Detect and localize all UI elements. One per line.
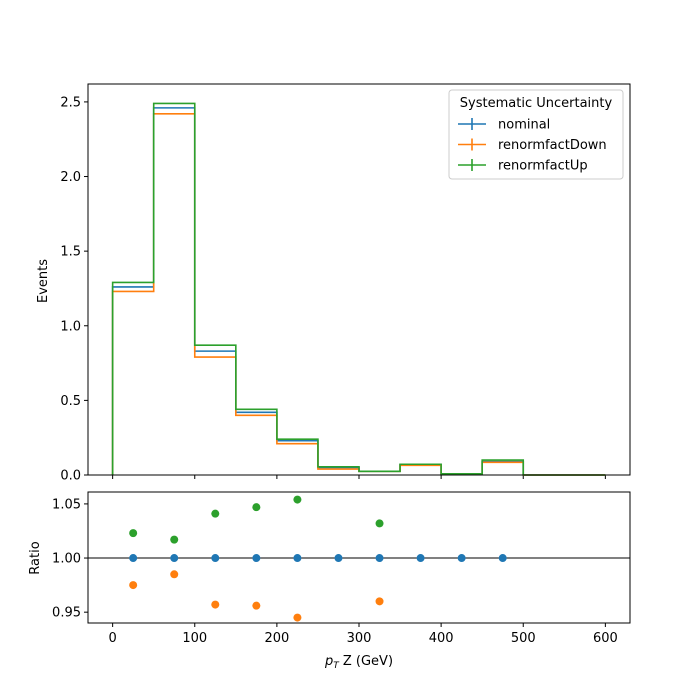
ratio-point-renormfactDown <box>211 600 220 609</box>
ratio-point-nominal <box>252 554 261 563</box>
ratio-y-tick-label: 1.05 <box>52 497 81 512</box>
legend-entry-renormfactUp: renormfactUp <box>458 159 588 174</box>
ratio-point-nominal <box>498 554 507 563</box>
ratio-point-nominal <box>375 554 384 563</box>
legend-box <box>448 89 624 180</box>
ratio-point-renormfactUp <box>375 519 384 528</box>
ratio-series <box>129 495 507 622</box>
main-y-axis-label: Events <box>36 259 51 303</box>
x-axis-label: pT Z (GeV) <box>324 654 393 671</box>
ratio-ticks: 0.95 1.00 1.05 0 100 200 300 400 500 600 <box>52 497 618 646</box>
ratio-point-nominal <box>211 554 220 563</box>
ratio-point-nominal <box>293 554 302 563</box>
ratio-point-renormfactDown <box>293 613 302 622</box>
x-tick-label: 100 <box>182 631 207 646</box>
ratio-point-renormfactDown <box>129 581 138 590</box>
ratio-point-renormfactUp <box>129 529 138 538</box>
ratio-point-nominal <box>129 554 138 563</box>
main-series <box>111 102 606 476</box>
legend-entry-nominal: nominal <box>458 118 550 133</box>
histogram-renormfactUp <box>111 102 606 476</box>
ratio-point-nominal <box>416 554 425 563</box>
main-y-tick-label: 0.0 <box>60 469 81 484</box>
ratio-axes-frame <box>87 491 631 624</box>
legend-label: nominal <box>498 118 550 133</box>
ratio-point-renormfactDown <box>375 597 384 606</box>
legend-title: Systematic Uncertainty <box>460 96 613 111</box>
main-y-tick-label: 0.5 <box>60 394 81 409</box>
ratio-point-nominal <box>170 554 179 563</box>
legend-entry-renormfactDown: renormfactDown <box>458 138 607 153</box>
main-ticks: 0.0 0.5 1.0 1.5 2.0 2.5 <box>60 95 606 484</box>
x-tick-label: 400 <box>429 631 454 646</box>
ratio-point-renormfactDown <box>252 601 261 610</box>
legend-label: renormfactDown <box>498 138 607 153</box>
x-tick-label: 600 <box>593 631 618 646</box>
ratio-point-renormfactUp <box>252 503 261 512</box>
main-axes-frame <box>87 83 631 476</box>
x-tick-label: 500 <box>511 631 536 646</box>
ratio-panel: 0.95 1.00 1.05 0 100 200 300 400 500 600 Ratio pT… <box>28 491 631 671</box>
main-y-tick-label: 2.5 <box>60 95 81 110</box>
legend-label: renormfactUp <box>498 159 588 174</box>
ratio-point-renormfactUp <box>293 495 302 504</box>
main-y-tick-label: 1.5 <box>60 245 81 260</box>
ratio-y-tick-label: 1.00 <box>52 552 81 567</box>
main-y-tick-label: 1.0 <box>60 319 81 334</box>
x-tick-label: 200 <box>264 631 289 646</box>
main-panel: 0.0 0.5 1.0 1.5 2.0 2.5 Events Systematic Unc… <box>36 83 631 484</box>
ratio-point-nominal <box>334 554 343 563</box>
ratio-point-renormfactUp <box>211 509 220 518</box>
ratio-point-nominal <box>457 554 466 563</box>
ratio-y-axis-label: Ratio <box>28 541 43 574</box>
ratio-point-renormfactUp <box>170 535 179 544</box>
x-tick-label: 300 <box>347 631 372 646</box>
ratio-y-tick-label: 0.95 <box>52 606 81 621</box>
legend: Systematic Uncertainty nominal renormfact… <box>448 89 624 180</box>
ratio-point-renormfactDown <box>170 570 179 579</box>
main-y-tick-label: 2.0 <box>60 170 81 185</box>
x-tick-label: 0 <box>108 631 116 646</box>
